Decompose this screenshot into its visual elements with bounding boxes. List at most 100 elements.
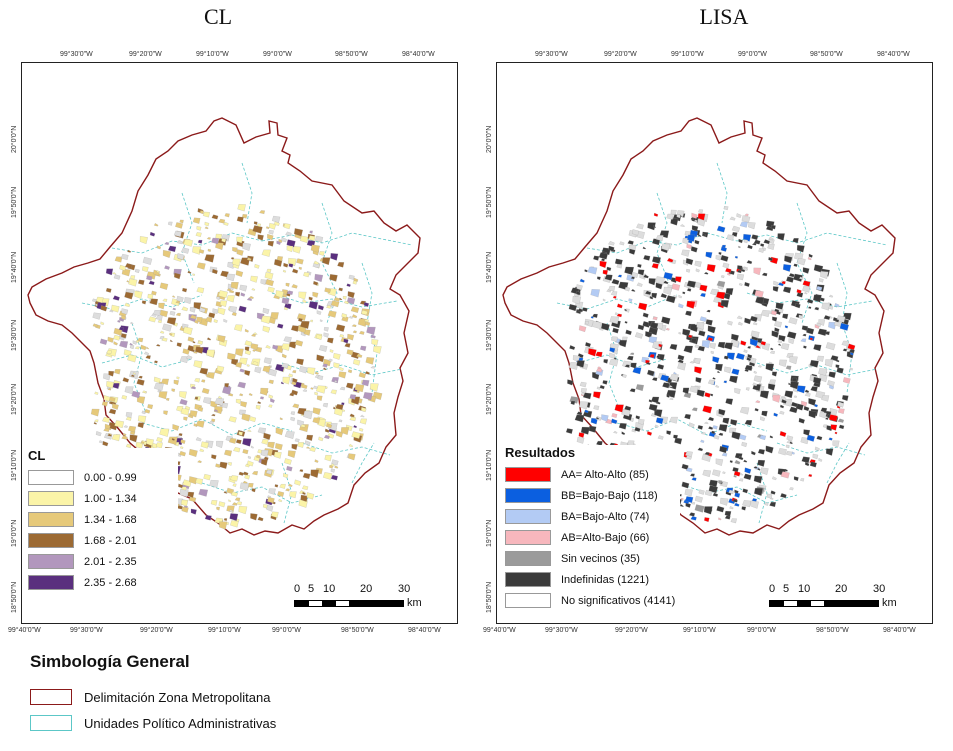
map-polygon <box>340 427 350 435</box>
map-polygon <box>167 221 173 226</box>
map-polygon <box>293 246 301 254</box>
map-polygon <box>567 379 574 386</box>
map-polygon <box>324 455 332 462</box>
map-polygon <box>299 366 308 374</box>
map-polygon <box>610 291 618 296</box>
map-polygon <box>92 323 98 328</box>
map-polygon <box>148 280 155 286</box>
map-polygon <box>716 505 725 513</box>
top-axis-tick: 99°10'0"W <box>196 51 229 58</box>
map-polygon <box>353 359 361 366</box>
map-polygon <box>179 219 184 224</box>
map-polygon <box>723 342 733 350</box>
bottom-axis-tick: 98°40'0"W <box>408 627 441 634</box>
map-polygon <box>244 346 250 352</box>
map-polygon <box>288 483 293 487</box>
map-polygon <box>189 410 198 418</box>
map-polygon <box>240 401 248 408</box>
map-polygon <box>798 417 805 424</box>
map-polygon <box>743 459 748 463</box>
map-polygon <box>587 266 598 275</box>
map-polygon <box>682 291 686 295</box>
bottom-axis-tick: 99°0'0"W <box>747 627 776 634</box>
map-polygon <box>744 317 752 325</box>
map-polygon <box>257 427 266 435</box>
map-polygon <box>715 255 721 261</box>
map-polygon <box>649 354 655 359</box>
map-polygon <box>330 468 335 473</box>
map-polygon <box>725 398 734 405</box>
cl-swatch <box>28 470 74 485</box>
map-polygon <box>744 282 750 287</box>
map-polygon <box>194 320 199 324</box>
map-polygon <box>235 270 244 277</box>
map-polygon <box>705 251 713 259</box>
map-polygon <box>122 433 127 437</box>
map-polygon <box>800 478 805 482</box>
map-polygon <box>718 480 723 485</box>
map-polygon <box>90 408 100 417</box>
map-polygon <box>816 285 823 291</box>
map-polygon <box>197 460 202 463</box>
map-polygon <box>802 285 811 293</box>
map-polygon <box>124 291 134 300</box>
cl-swatch <box>28 575 74 590</box>
map-polygon <box>213 319 218 324</box>
map-polygon <box>576 284 583 291</box>
map-polygon <box>828 294 834 298</box>
map-polygon <box>146 438 154 446</box>
map-polygon <box>268 488 276 495</box>
map-polygon <box>216 365 225 373</box>
map-polygon <box>98 440 103 444</box>
map-polygon <box>145 355 151 360</box>
map-polygon <box>828 437 833 441</box>
map-polygon <box>114 256 123 263</box>
map-polygon <box>266 504 274 512</box>
map-polygon <box>169 332 173 336</box>
symbology-label: Delimitación Zona Metropolitana <box>84 689 271 705</box>
map-polygon <box>718 517 722 521</box>
map-polygon <box>593 255 600 261</box>
map-polygon <box>342 296 347 300</box>
political-unit-line <box>101 354 193 368</box>
map-polygon <box>704 392 711 398</box>
map-polygon <box>200 441 209 449</box>
map-polygon <box>298 266 302 270</box>
map-polygon <box>820 271 829 279</box>
map-polygon <box>324 434 330 439</box>
map-polygon <box>261 439 269 445</box>
cl-legend-label: 2.35 - 2.68 <box>84 576 137 589</box>
map-polygon <box>749 315 758 322</box>
map-polygon <box>121 435 128 440</box>
map-polygon <box>208 312 216 319</box>
map-polygon <box>346 283 351 287</box>
map-polygon <box>760 341 766 346</box>
map-polygon <box>339 366 344 372</box>
map-polygon <box>125 412 133 418</box>
map-polygon <box>289 392 295 397</box>
map-polygon <box>681 481 690 489</box>
map-polygon <box>188 496 197 503</box>
map-polygon <box>738 478 744 482</box>
map-polygon <box>648 278 656 286</box>
metropolitan-boundary <box>27 117 421 536</box>
map-polygon <box>316 395 323 401</box>
map-polygon <box>629 388 636 393</box>
map-polygon <box>612 295 617 299</box>
map-polygon <box>832 440 840 448</box>
map-polygon <box>176 253 185 260</box>
map-polygon <box>188 449 198 457</box>
map-polygon <box>197 239 203 244</box>
map-polygon <box>316 310 322 315</box>
map-polygon <box>834 431 838 435</box>
map-polygon <box>691 407 698 412</box>
map-polygon <box>120 253 129 261</box>
map-polygon <box>239 482 250 491</box>
map-polygon <box>171 388 176 392</box>
map-polygon <box>810 386 818 392</box>
map-polygon <box>361 379 370 387</box>
map-polygon <box>131 390 141 399</box>
map-polygon <box>330 389 337 395</box>
map-polygon <box>265 344 271 349</box>
scale-label: 30 <box>873 583 886 595</box>
